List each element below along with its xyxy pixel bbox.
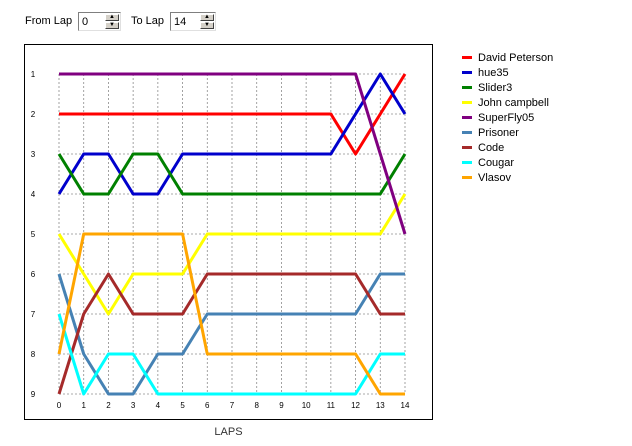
spin-down-arrow-icon[interactable]: ▼: [105, 22, 119, 29]
from-lap-label: From Lap: [25, 15, 73, 27]
x-tick-label: 13: [376, 401, 385, 410]
to-lap-input[interactable]: [172, 14, 200, 29]
x-tick-label: 9: [279, 401, 284, 410]
x-tick-label: 12: [351, 401, 360, 410]
y-tick-label: 3: [31, 150, 36, 159]
legend-swatch: [462, 101, 472, 104]
from-lap-spinner[interactable]: ▲ ▼: [78, 12, 121, 31]
series-line-prisoner: [57, 272, 405, 396]
legend-swatch: [462, 161, 472, 164]
y-tick-label: 7: [31, 310, 36, 319]
legend-swatch: [462, 116, 472, 119]
legend-label: David Peterson: [478, 52, 554, 64]
legend-swatch: [462, 146, 472, 149]
x-tick-label: 10: [302, 401, 311, 410]
series-line-john-campbell: [57, 193, 407, 316]
legend-label: Slider3: [478, 82, 513, 94]
y-tick-label: 9: [31, 390, 36, 399]
y-tick-label: 4: [31, 190, 36, 199]
series-line-code: [57, 272, 405, 395]
series-line-hue35: [57, 72, 407, 196]
legend-label: SuperFly05: [478, 112, 535, 124]
legend-label: John campbell: [478, 97, 549, 109]
from-lap-input[interactable]: [80, 14, 108, 29]
y-tick-label: 2: [31, 110, 36, 119]
spin-up-arrow-icon[interactable]: ▲: [105, 14, 119, 21]
x-tick-label: 14: [401, 401, 410, 410]
series-line-vlasov: [57, 232, 405, 396]
x-axis-label: LAPS: [214, 426, 243, 438]
x-tick-label: 2: [106, 401, 111, 410]
x-tick-label: 5: [180, 401, 185, 410]
x-tick-label: 7: [230, 401, 235, 410]
x-tick-label: 4: [156, 401, 161, 410]
x-tick-label: 6: [205, 401, 210, 410]
series-line-cougar: [57, 313, 405, 396]
series-line-superfly05: [59, 72, 407, 235]
series-line-david-peterson: [59, 73, 407, 156]
legend-swatch: [462, 86, 472, 89]
legend-label: Prisoner: [478, 127, 519, 139]
legend-label: Vlasov: [478, 172, 512, 184]
y-tick-label: 1: [31, 70, 36, 79]
x-tick-label: 11: [327, 401, 336, 410]
series-line-slider3: [57, 152, 407, 196]
legend-label: hue35: [478, 67, 509, 79]
legend-label: Code: [478, 142, 505, 154]
legend-label: Cougar: [478, 157, 515, 169]
legend-swatch: [462, 56, 472, 59]
to-lap-label: To Lap: [131, 15, 165, 27]
y-tick-label: 5: [31, 230, 36, 239]
x-tick-label: 3: [131, 401, 136, 410]
chart-panel: 0 1 2 3 4 5 6 7 8 9 10 11 12 13 14 1 2 3 4 5 6 7 8 9: [24, 44, 433, 420]
spin-down-arrow-icon[interactable]: ▼: [200, 22, 214, 29]
x-tick-label: 8: [254, 401, 259, 410]
legend-swatch: [462, 131, 472, 134]
y-tick-label: 6: [31, 270, 36, 279]
x-tick-label: 1: [81, 401, 86, 410]
y-tick-label: 8: [31, 350, 36, 359]
x-tick-label: 0: [57, 401, 62, 410]
spin-up-arrow-icon[interactable]: ▲: [200, 14, 214, 21]
legend-swatch: [462, 176, 472, 179]
legend-swatch: [462, 71, 472, 74]
to-lap-spinner[interactable]: ▲ ▼: [170, 12, 216, 31]
